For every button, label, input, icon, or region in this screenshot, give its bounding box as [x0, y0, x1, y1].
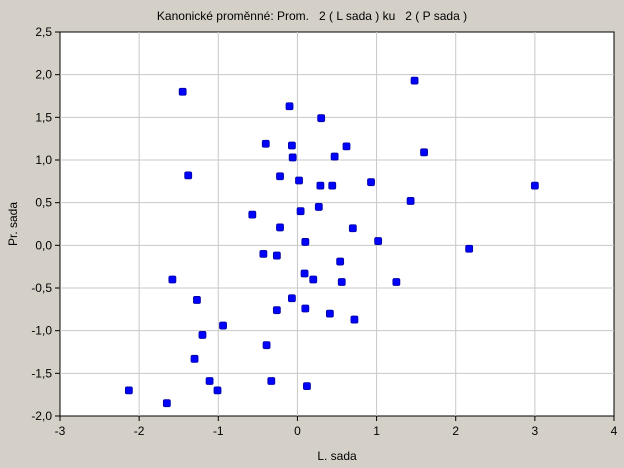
scatter-point	[348, 224, 357, 233]
x-tick-label: 0	[294, 424, 301, 438]
scatter-point	[325, 309, 334, 318]
scatter-point	[259, 249, 268, 258]
y-tick-label: -0,5	[31, 281, 52, 295]
y-axis-title: Pr. sada	[6, 202, 20, 246]
scatter-point	[198, 331, 207, 339]
scatter-point	[410, 76, 419, 85]
scatter-point	[406, 197, 415, 205]
scatter-point	[205, 377, 214, 385]
scatter-point	[303, 382, 311, 391]
x-tick-label: -2	[134, 424, 145, 438]
axes: -3 -2 -1 0 1 2 3 4 -2,0 -1,5 -1,0 -0,5 0,0 0,5 1,0 1,5 2…	[31, 25, 617, 438]
y-tick-label: 0,5	[35, 196, 52, 210]
scatter-point	[295, 176, 303, 185]
scatter-point	[285, 102, 294, 111]
scatter-point	[219, 321, 227, 330]
scatter-point	[287, 141, 296, 150]
scatter-point	[267, 377, 276, 385]
scatter-point	[262, 341, 271, 350]
scatter-point	[190, 354, 199, 363]
x-tick-label: -3	[55, 424, 66, 438]
scatter-point	[317, 114, 326, 123]
y-tick-label: 2,5	[35, 25, 52, 39]
y-tick-label: -1,0	[31, 324, 52, 338]
scatter-point	[420, 148, 428, 157]
scatter-point	[296, 207, 305, 216]
scatter-point	[288, 153, 297, 162]
scatter-point	[184, 171, 193, 180]
scatter-point	[300, 269, 309, 278]
scatter-point	[261, 139, 270, 148]
x-tick-label: 1	[373, 424, 380, 438]
scatter-point	[301, 238, 310, 246]
scatter-point	[314, 203, 323, 211]
y-tick-label: -1,5	[31, 366, 52, 380]
y-tick-label: 1,5	[35, 110, 52, 124]
x-axis-title: L. sada	[317, 449, 357, 463]
scatter-point	[193, 296, 201, 304]
scatter-point	[276, 223, 284, 232]
scatter-point	[168, 275, 177, 284]
scatter-point	[350, 315, 359, 324]
scatter-point	[276, 172, 284, 181]
y-tick-label: -2,0	[31, 409, 52, 423]
scatter-point	[337, 278, 346, 286]
y-tick-label: 1,0	[35, 153, 52, 167]
y-tick-label: 2,0	[35, 68, 52, 82]
x-tick-label: 2	[452, 424, 459, 438]
scatter-point	[374, 237, 383, 245]
scatter-point	[316, 181, 325, 190]
scatter-point	[272, 306, 281, 315]
scatter-point	[465, 244, 474, 253]
scatter-point	[392, 278, 401, 286]
scatter-point	[213, 386, 222, 395]
scatter-point	[178, 87, 187, 96]
scatter-point	[309, 275, 318, 284]
x-tick-label: -1	[213, 424, 224, 438]
scatter-point	[162, 399, 171, 408]
scatter-point	[272, 251, 281, 260]
plot-area	[59, 31, 615, 417]
scatter-point	[248, 210, 257, 219]
data-points	[124, 76, 539, 408]
scatter-point	[330, 152, 339, 161]
y-tick-label: 0,0	[35, 238, 52, 252]
x-tick-label: 3	[532, 424, 539, 438]
x-tick-label: 4	[611, 424, 618, 438]
scatter-point	[530, 181, 539, 190]
scatter-point	[342, 142, 351, 151]
scatter-point	[301, 304, 310, 313]
scatter-point	[328, 181, 337, 190]
scatter-point	[367, 178, 375, 187]
scatter-point	[287, 294, 296, 303]
scatter-point	[124, 386, 133, 395]
scatter-point	[336, 257, 345, 266]
grid	[60, 32, 614, 416]
chart-title: Kanonické proměnné: Prom. 2 ( L sada ) k…	[157, 9, 467, 23]
